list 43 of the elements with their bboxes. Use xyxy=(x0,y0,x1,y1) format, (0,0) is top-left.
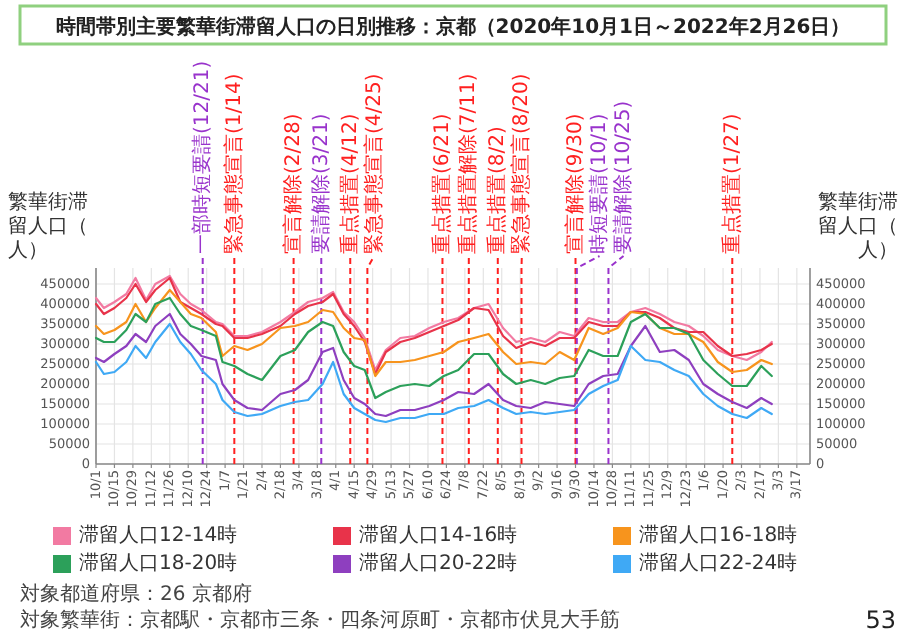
ref-line-label: 緊急事態宣言(4/25) xyxy=(361,73,386,254)
ref-line: 緊急事態宣言(1/14) xyxy=(223,73,246,465)
legend-label: 滞留人口18-20時 xyxy=(79,551,238,576)
legend-item: 滞留人口20-22時 xyxy=(333,553,518,576)
legend-label: 滞留人口16-18時 xyxy=(639,523,798,548)
legend-item: 滞留人口18-20時 xyxy=(53,553,238,576)
ref-line-label: 重点措置(1/27) xyxy=(719,113,744,254)
ref-line-label: 一部時短要請(12/21) xyxy=(190,60,215,254)
ref-line-label: 重点措置(6/21) xyxy=(429,113,454,254)
ref-line: 重点措置(6/21) xyxy=(431,113,454,465)
legend-item: 滞留人口12-14時 xyxy=(53,525,238,548)
ref-line-label: 時短要請(10/1) xyxy=(586,113,611,254)
text: 対象繁華街：京都駅・京都市三条・四条河原町・京都市伏見大手筋 xyxy=(20,608,620,632)
ref-line-label: 重点措置(8/2) xyxy=(485,126,510,254)
ref-line: 宣言解除(2/28) xyxy=(283,113,306,465)
ref-line: 緊急事態宣言(4/25) xyxy=(363,73,386,465)
ref-line: 重点措置解除(7/11) xyxy=(458,73,481,465)
y-axis-title: 繁華街滞留人口（人） xyxy=(8,190,88,262)
chart-title: 時間帯別主要繁華街滞留人口の日別推移：京都（2020年10月1日～2022年2月26日） xyxy=(55,15,851,39)
ref-line: 緊急事態宣言(8/20) xyxy=(511,73,534,465)
ref-line-label: 緊急事態宣言(1/14) xyxy=(221,73,246,254)
ref-line-label: 緊急事態宣言(8/20) xyxy=(509,73,534,254)
ref-line: 重点措置(1/27) xyxy=(721,113,744,465)
legend-label: 滞留人口14-16時 xyxy=(359,523,518,548)
ref-line: 重点措置(4/12) xyxy=(339,113,362,465)
ref-line-label: 重点措置(4/12) xyxy=(337,113,362,254)
ref-line-label: 重点措置解除(7/11) xyxy=(456,73,481,254)
ref-line: 一部時短要請(12/21) xyxy=(192,60,215,465)
legend-item: 滞留人口14-16時 xyxy=(333,525,518,548)
ref-line-label: 要請解除(3/21) xyxy=(308,113,333,254)
legend-item: 滞留人口16-18時 xyxy=(613,525,798,548)
ref-line-label: 宣言解除(2/28) xyxy=(281,113,306,254)
ref-line: 要請解除(3/21) xyxy=(310,113,333,465)
legend-label: 滞留人口20-22時 xyxy=(359,551,518,576)
y2-axis-title: 繁華街滞留人口（人） xyxy=(818,190,898,262)
ref-line: 要請解除(10/25) xyxy=(607,100,635,465)
ref-line: 重点措置(8/2) xyxy=(487,126,510,465)
text: 53 xyxy=(865,606,896,634)
text: 対象都道府県：26 京都府 xyxy=(20,582,252,606)
ref-line-label: 要請解除(10/25) xyxy=(610,100,635,254)
legend-item: 滞留人口22-24時 xyxy=(613,553,798,576)
legend-label: 滞留人口12-14時 xyxy=(79,523,238,548)
legend-label: 滞留人口22-24時 xyxy=(639,551,798,576)
